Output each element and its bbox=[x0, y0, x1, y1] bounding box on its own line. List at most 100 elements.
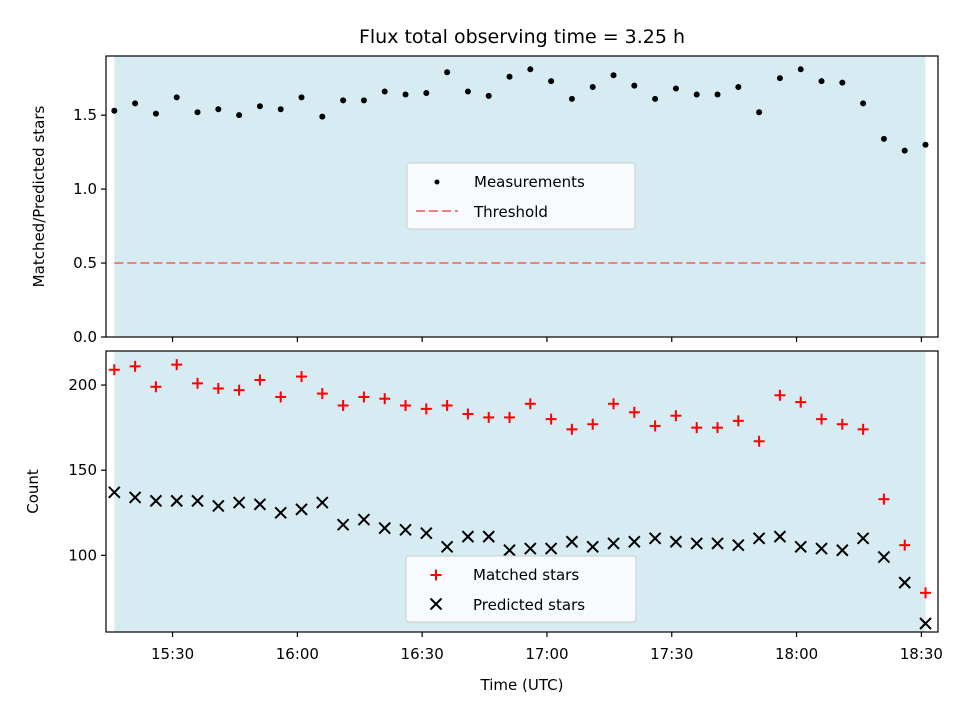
predicted-star-point-b bbox=[773, 530, 787, 543]
matched-star-point bbox=[358, 391, 370, 403]
predicted-star-point-b bbox=[170, 494, 183, 508]
predicted-star-point bbox=[253, 498, 267, 511]
bottom-y-axis-label: Count bbox=[24, 469, 42, 514]
matched-star-point bbox=[649, 420, 661, 432]
predicted-star-point bbox=[274, 506, 287, 519]
measurement-point bbox=[402, 91, 409, 98]
measurement-point bbox=[652, 95, 659, 102]
predicted-star-point bbox=[565, 535, 579, 548]
predicted-star-point-b bbox=[149, 494, 163, 508]
predicted-star-point-b bbox=[191, 494, 204, 508]
matched-star-point bbox=[857, 423, 869, 435]
measurement-point bbox=[236, 112, 243, 119]
matched-star-points bbox=[108, 359, 932, 599]
matched-star-point bbox=[483, 411, 495, 423]
measurement-point bbox=[298, 94, 305, 101]
matched-star-point bbox=[732, 415, 744, 427]
measurement-point bbox=[381, 88, 388, 95]
matched-star-point bbox=[129, 360, 141, 372]
measurement-point bbox=[839, 79, 846, 86]
predicted-star-point bbox=[357, 513, 371, 526]
predicted-star-point-b bbox=[919, 617, 932, 630]
predicted-star-point-b bbox=[752, 532, 766, 545]
predicted-star-point-b bbox=[232, 496, 246, 509]
top-y-tick-label: 0.0 bbox=[73, 328, 97, 346]
matched-star-point bbox=[774, 389, 786, 401]
matched-star-point bbox=[566, 423, 578, 435]
predicted-star-point-b bbox=[482, 530, 495, 543]
matched-star-point bbox=[608, 398, 620, 410]
x-tick-label: 18:00 bbox=[775, 645, 818, 663]
predicted-star-point-b bbox=[586, 540, 599, 554]
predicted-star-point-b bbox=[565, 535, 579, 548]
measurement-point bbox=[152, 110, 159, 117]
predicted-star-point-b bbox=[648, 532, 662, 545]
predicted-star-point-b bbox=[128, 491, 142, 504]
bottom-y-tick-label: 200 bbox=[68, 376, 97, 394]
measurement-point bbox=[111, 107, 118, 114]
matched-star-point bbox=[920, 587, 932, 599]
measurement-point bbox=[340, 97, 347, 104]
matched-star-point bbox=[795, 396, 807, 408]
measurement-point bbox=[444, 69, 451, 76]
top-y-tick-label: 1.5 bbox=[73, 106, 97, 124]
matched-star-point bbox=[878, 493, 890, 505]
bottom-legend: Matched stars Predicted stars bbox=[405, 555, 637, 623]
measurement-point bbox=[756, 109, 763, 116]
matched-star-point bbox=[192, 377, 204, 389]
predicted-star-point-b bbox=[669, 535, 683, 548]
predicted-star-point bbox=[544, 542, 558, 555]
predicted-star-point bbox=[794, 540, 807, 554]
predicted-star-point-b bbox=[856, 532, 870, 545]
x-tick-label: 16:30 bbox=[401, 645, 444, 663]
predicted-star-point-b bbox=[108, 486, 121, 499]
predicted-star-point-b bbox=[732, 538, 745, 552]
matched-star-point bbox=[545, 413, 557, 425]
predicted-star-point-b bbox=[628, 535, 641, 548]
legend-predicted-glyph bbox=[429, 597, 443, 611]
top-y-axis-label: Matched/Predicted stars bbox=[30, 106, 48, 288]
ratio-panel: 0.0 0.5 1.0 1.5 Matched/Predicted stars Mea… bbox=[30, 55, 939, 346]
matched-star-point bbox=[233, 384, 245, 396]
matched-star-point bbox=[337, 399, 349, 411]
legend-matched-label: Matched stars bbox=[473, 566, 579, 584]
predicted-star-point-b bbox=[420, 527, 433, 540]
measurement-point bbox=[173, 94, 180, 101]
matched-star-point bbox=[171, 359, 183, 371]
matched-star-point bbox=[275, 391, 287, 403]
predicted-star-point-b bbox=[794, 540, 807, 554]
measurement-point bbox=[215, 106, 222, 113]
measurement-point bbox=[880, 135, 887, 142]
predicted-star-point bbox=[648, 532, 662, 545]
matched-star-point bbox=[420, 403, 432, 415]
measurement-point bbox=[714, 91, 721, 98]
measurement-point bbox=[132, 100, 139, 107]
measurement-point bbox=[735, 84, 742, 91]
matched-star-point bbox=[296, 371, 308, 383]
predicted-star-point-b bbox=[357, 513, 371, 526]
predicted-star-point-b bbox=[461, 530, 475, 543]
matched-star-point bbox=[400, 399, 412, 411]
legend-measurements-marker bbox=[434, 179, 440, 185]
legend-matched-marker bbox=[430, 569, 442, 581]
predicted-star-point bbox=[420, 527, 433, 540]
measurement-point bbox=[797, 66, 804, 73]
predicted-star-point bbox=[128, 491, 142, 504]
predicted-star-point bbox=[856, 532, 870, 545]
predicted-star-points bbox=[108, 486, 932, 630]
x-tick-label: 17:00 bbox=[525, 645, 568, 663]
measurement-point bbox=[631, 82, 638, 89]
predicted-star-point bbox=[815, 542, 828, 555]
bottom-y-tick-label: 150 bbox=[68, 461, 97, 479]
measurement-point bbox=[548, 78, 555, 85]
matched-star-point bbox=[254, 374, 266, 386]
measurement-point bbox=[527, 66, 534, 73]
predicted-star-point bbox=[711, 537, 724, 550]
predicted-star-point-b bbox=[336, 518, 350, 531]
measurement-point bbox=[860, 100, 867, 107]
matched-star-point bbox=[462, 408, 474, 420]
measurement-point bbox=[194, 109, 201, 116]
measurement-point bbox=[568, 95, 575, 102]
predicted-star-point bbox=[607, 537, 620, 550]
predicted-star-point-b bbox=[898, 576, 911, 589]
